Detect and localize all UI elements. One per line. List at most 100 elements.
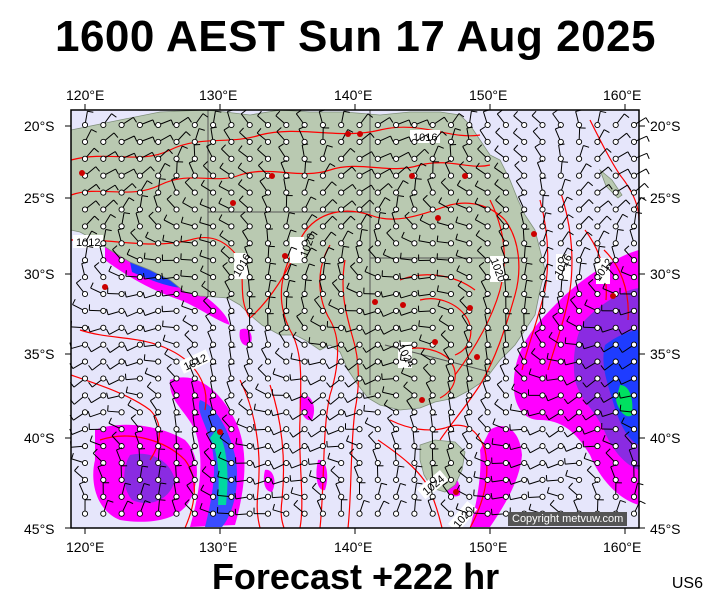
wind-barb-feather <box>259 177 266 182</box>
wind-barb-feather <box>509 403 512 410</box>
wind-barb-station <box>81 324 89 331</box>
wind-barb-station <box>338 223 345 230</box>
wind-barb-feather <box>235 437 238 444</box>
wind-barb-station <box>228 341 235 348</box>
wind-barb-station <box>630 172 638 179</box>
wind-barb-feather <box>600 326 603 333</box>
wind-barb-station <box>246 493 253 500</box>
wind-barb-station <box>81 155 89 162</box>
wind-barb-station <box>118 358 125 365</box>
wind-barb-station <box>155 240 162 247</box>
wind-barb-station <box>630 392 638 399</box>
wind-barb-station <box>173 358 180 365</box>
wind-barb-feather <box>200 484 205 491</box>
wind-barb-feather <box>484 363 491 366</box>
wind-barb-feather <box>606 148 612 153</box>
wind-barb-feather <box>397 195 405 197</box>
wind-barb-station <box>539 443 546 450</box>
lat-label: 25°S <box>650 190 681 206</box>
wind-barb-feather <box>350 147 356 153</box>
wind-barb-feather <box>182 145 188 149</box>
wind-barb-feather <box>620 265 624 272</box>
wind-barb-feather <box>87 245 94 248</box>
wind-barb-feather <box>418 320 420 327</box>
wind-barb-feather <box>185 131 191 137</box>
wind-barb-station <box>557 172 564 179</box>
wind-barb-station <box>264 240 272 247</box>
wind-barb-feather <box>399 273 402 280</box>
wind-barb-station <box>155 375 162 382</box>
wind-barb-station <box>81 510 89 517</box>
wind-barb-feather <box>288 394 293 401</box>
wind-barb-feather <box>252 443 255 450</box>
wind-barb-station <box>191 358 198 365</box>
wind-barb-feather <box>290 229 297 233</box>
wind-barb-station <box>374 172 381 179</box>
wind-barb-station <box>136 358 143 365</box>
wind-barb-station <box>210 138 217 145</box>
wind-barb-feather <box>240 211 246 217</box>
wind-barb-feather <box>442 481 448 486</box>
wind-barb-feather <box>221 414 228 420</box>
wind-barb-station <box>246 240 253 247</box>
wind-barb-station <box>411 375 418 382</box>
wind-barb-feather <box>563 431 568 438</box>
wind-barb-station <box>338 189 345 196</box>
wind-barb-station <box>539 121 546 129</box>
wind-barb-station <box>630 459 638 467</box>
lon-label: 150°E <box>469 87 507 103</box>
wind-barb-station <box>612 189 619 196</box>
wind-barb-feather <box>520 210 527 214</box>
wind-barb-feather <box>390 153 394 159</box>
wind-barb-station <box>521 341 528 348</box>
wind-barb-station <box>283 223 290 230</box>
wind-barb-station <box>173 510 180 517</box>
wind-barb-station <box>557 324 564 331</box>
wind-barb-station <box>246 189 253 196</box>
wind-barb-station <box>557 240 564 247</box>
wind-barb-station <box>594 459 601 467</box>
wind-barb-feather <box>537 160 544 164</box>
wind-barb-station <box>374 476 381 483</box>
wind-barb-station <box>319 426 326 433</box>
wind-barb-feather <box>289 447 294 454</box>
wind-barb-feather <box>234 475 237 482</box>
wind-barb-feather <box>130 228 136 234</box>
wind-barb-feather <box>545 432 550 438</box>
wind-barb-feather <box>466 380 473 383</box>
wind-barb-feather <box>91 128 97 133</box>
wind-barb-station <box>210 257 217 264</box>
wind-barb-station <box>338 307 345 314</box>
wind-barb-station <box>411 341 418 348</box>
wind-barb-station <box>576 121 583 129</box>
wind-barb-feather <box>436 269 439 276</box>
wind-barb-feather <box>199 503 203 509</box>
wind-barb-feather <box>308 337 311 344</box>
wind-barb-station <box>356 493 363 500</box>
wind-barb-feather <box>563 398 569 405</box>
wind-barb-feather <box>164 162 171 167</box>
wind-barb-station <box>81 426 89 433</box>
wind-barb-feather <box>413 431 420 433</box>
wind-barb-station <box>301 341 308 348</box>
wind-barb-feather <box>261 345 267 350</box>
wind-barb-station <box>301 510 308 517</box>
wind-barb-feather <box>106 347 111 353</box>
wind-barb-station <box>374 274 381 281</box>
wind-barb-feather <box>115 168 119 175</box>
wind-barb-station <box>393 257 400 264</box>
wind-barb-station <box>576 409 583 416</box>
wind-barb-station <box>246 155 253 162</box>
wind-barb-station <box>594 138 601 145</box>
wind-barb-station <box>264 155 272 162</box>
wind-barb-station <box>393 476 400 483</box>
wind-barb-feather <box>123 212 131 215</box>
wind-barb-station <box>319 257 326 264</box>
wind-barb-station <box>264 443 272 450</box>
wind-barb-station <box>283 290 290 298</box>
wind-barb-station <box>374 392 381 399</box>
wind-barb-feather <box>181 300 185 307</box>
wind-barb-feather <box>152 119 156 126</box>
lat-label: 45°S <box>650 521 681 537</box>
wind-barb-feather <box>143 272 145 280</box>
